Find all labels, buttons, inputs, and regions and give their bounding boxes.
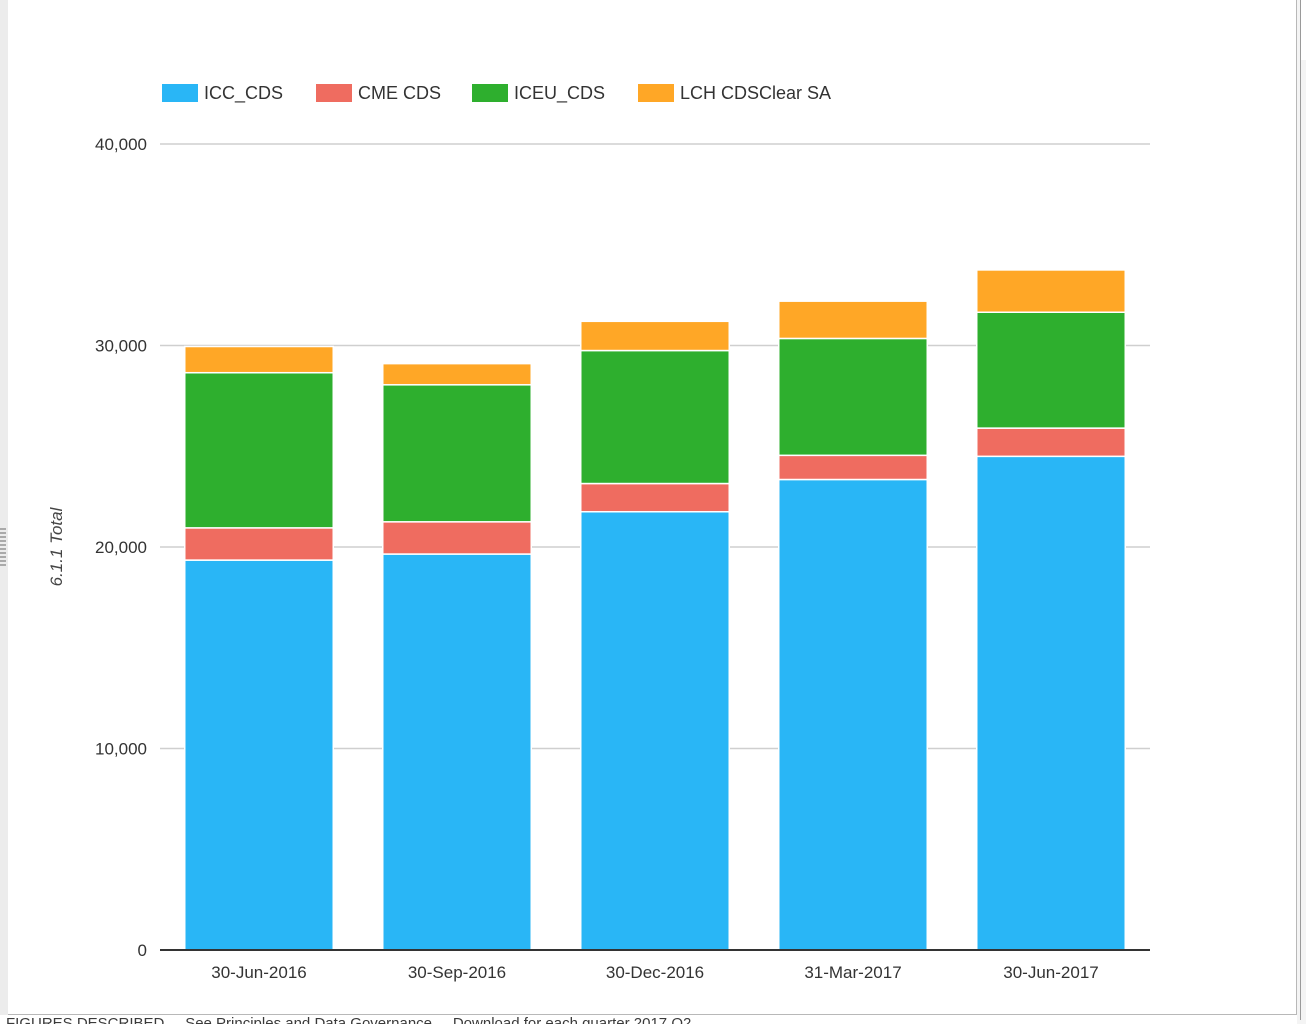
bar-segment — [580, 320, 730, 352]
legend-swatch — [472, 84, 508, 102]
bar-segment — [976, 269, 1126, 314]
bar-segment — [580, 482, 730, 513]
chart-panel: 0 10,000 20,000 30,000 40,000 6.1.1 Total 30-J… — [8, 0, 1297, 1015]
bar-segment — [382, 553, 532, 951]
x-tick-label: 31-Mar-2017 — [804, 963, 901, 982]
x-tick-label: 30-Jun-2017 — [1003, 963, 1098, 982]
legend-label: CME CDS — [358, 83, 441, 103]
bar-segment — [976, 427, 1126, 458]
y-tick-label: 0 — [138, 941, 147, 960]
resize-handle[interactable] — [0, 528, 6, 568]
x-tick-label: 30-Jun-2016 — [211, 963, 306, 982]
y-tick-label: 10,000 — [95, 740, 147, 759]
stacked-bar-chart: 0 10,000 20,000 30,000 40,000 6.1.1 Total 30-J… — [47, 83, 1150, 982]
bar-segment — [976, 455, 1126, 951]
bar-segment — [184, 345, 334, 374]
y-tick-label: 30,000 — [95, 337, 147, 356]
scroll-edge-box — [1300, 0, 1306, 60]
x-tick-label: 30-Sep-2016 — [408, 963, 506, 982]
bar-segment — [778, 337, 928, 457]
legend-swatch — [162, 84, 198, 102]
y-tick-label: 20,000 — [95, 538, 147, 557]
bar-segment — [778, 478, 928, 951]
bar-segment — [778, 454, 928, 481]
legend-label: ICC_CDS — [204, 83, 283, 104]
bar-segment — [382, 384, 532, 523]
footer-text: FIGURES DESCRIBED ... See Principles and… — [6, 1015, 708, 1024]
legend-swatch — [638, 84, 674, 102]
legend-swatch — [316, 84, 352, 102]
right-scroll-edge[interactable] — [1297, 0, 1306, 1024]
legend-label: LCH CDSClear SA — [680, 83, 831, 103]
bar-segment — [580, 349, 730, 485]
y-axis-title: 6.1.1 Total — [47, 506, 66, 586]
legend-label: ICEU_CDS — [514, 83, 605, 104]
bar-segment — [778, 300, 928, 340]
bar-segment — [382, 521, 532, 555]
bar-segment — [382, 362, 532, 386]
bar-segment — [184, 559, 334, 951]
bar-segment — [976, 311, 1126, 429]
bar-segment — [184, 527, 334, 561]
bar-segment — [580, 510, 730, 951]
bar-segment — [184, 371, 334, 529]
footer-strip: FIGURES DESCRIBED ... See Principles and… — [0, 1015, 1297, 1024]
scroll-edge-line — [1300, 60, 1301, 1020]
x-tick-label: 30-Dec-2016 — [606, 963, 704, 982]
y-tick-label: 40,000 — [95, 135, 147, 154]
